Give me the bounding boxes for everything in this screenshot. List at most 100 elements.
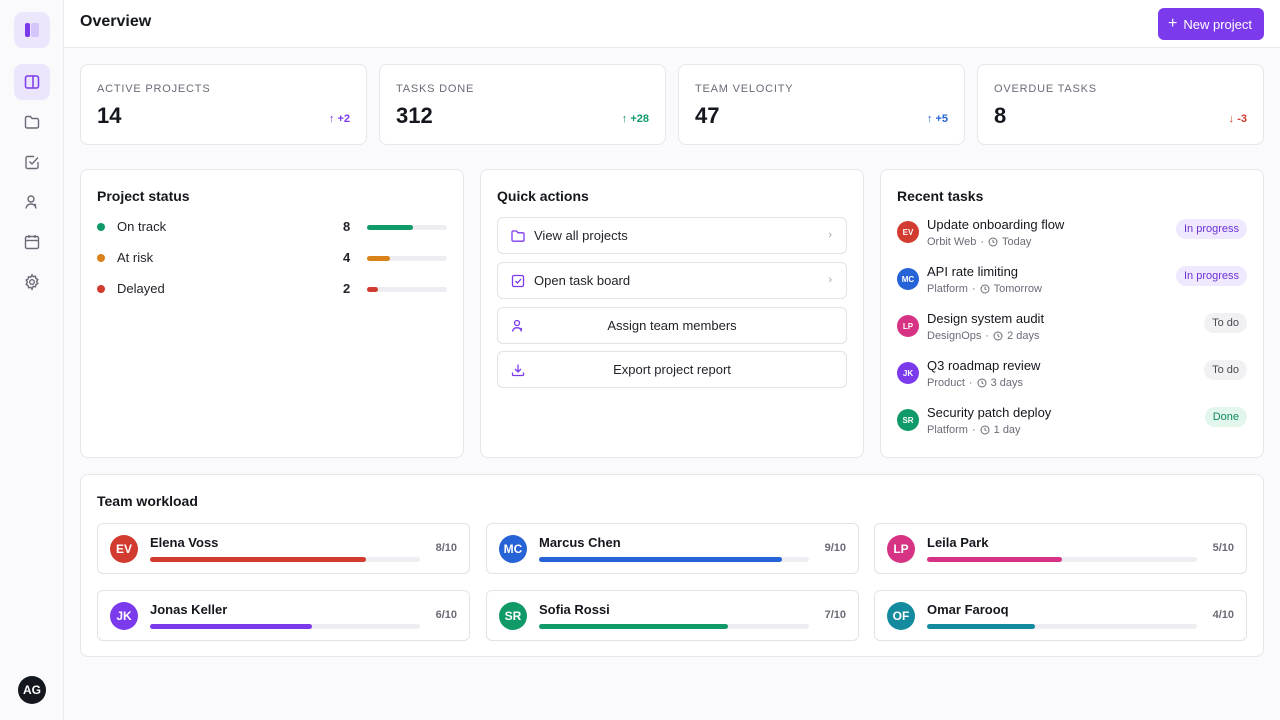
avatar: LP — [897, 315, 919, 337]
avatar: EV — [110, 535, 138, 563]
member-card[interactable]: OF Omar Farooq 4/10 — [874, 590, 1247, 641]
app-logo[interactable] — [14, 12, 50, 48]
status-label: At risk — [117, 250, 154, 265]
status-bar-fill — [367, 225, 414, 230]
status-bar-fill — [367, 287, 379, 292]
meta-separator: · — [968, 377, 973, 389]
sidebar-item-settings[interactable] — [14, 264, 50, 300]
stat-delta-value: +5 — [935, 113, 948, 125]
stat-card-active-projects: ACTIVE PROJECTS 14 ↑ +2 — [80, 64, 367, 145]
quick-actions-card: Quick actions View all projects › Open t… — [480, 169, 864, 458]
export-project-report-button[interactable]: Export project report — [497, 351, 847, 388]
user-avatar[interactable]: AG — [18, 676, 46, 704]
action-label: Open task board — [534, 273, 631, 288]
workload-bar-fill — [150, 624, 312, 629]
workload-bar — [539, 557, 809, 562]
task-item[interactable]: SR Security patch deploy Platform · 1 day Don… — [897, 405, 1247, 445]
sidebar-item-team[interactable] — [14, 184, 50, 220]
member-name: Sofia Rossi — [539, 602, 610, 617]
workload-bar-fill — [927, 557, 1062, 562]
meta-separator: · — [971, 424, 976, 436]
task-title: Security patch deploy — [927, 405, 1052, 420]
sidebar-item-tasks[interactable] — [14, 144, 50, 180]
task-title: Q3 roadmap review — [927, 358, 1041, 373]
stat-card-overdue-tasks: OVERDUE TASKS 8 ↓ -3 — [977, 64, 1264, 145]
gear-icon — [25, 273, 39, 291]
workload-bar — [927, 624, 1197, 629]
stat-label: TEAM VELOCITY — [695, 83, 794, 95]
avatar: MC — [499, 535, 527, 563]
status-label: Delayed — [117, 281, 165, 296]
workload-bar — [150, 557, 420, 562]
arrow-up-icon: ↑ — [328, 113, 335, 125]
task-item[interactable]: MC API rate limiting Platform · Tomorrow In p… — [897, 264, 1247, 304]
arrow-down-icon: ↓ — [1228, 113, 1235, 125]
view-all-projects-button[interactable]: View all projects › — [497, 217, 847, 254]
team-workload-card: Team workload EV Elena Voss 8/10 MC Marcus C… — [80, 474, 1264, 657]
workload-bar — [927, 557, 1197, 562]
clock-icon — [980, 284, 990, 294]
task-meta: Product · 3 days — [927, 377, 1023, 389]
new-project-button[interactable]: + New project — [1158, 8, 1264, 40]
status-dot — [97, 285, 105, 293]
user-icon — [511, 319, 523, 332]
member-card[interactable]: MC Marcus Chen 9/10 — [486, 523, 859, 574]
user-icon — [25, 195, 37, 209]
task-project: Product — [927, 377, 965, 389]
task-project: DesignOps — [927, 330, 982, 342]
stat-label: ACTIVE PROJECTS — [97, 83, 211, 95]
sidebar-item-projects[interactable] — [14, 104, 50, 140]
meta-separator: · — [985, 330, 990, 342]
action-label: Export project report — [613, 362, 731, 377]
workload-bar — [539, 624, 809, 629]
status-badge: To do — [1204, 360, 1247, 380]
stat-value: 312 — [396, 103, 433, 128]
workload-value: 8/10 — [435, 542, 457, 554]
workload-bar-fill — [150, 557, 366, 562]
workload-value: 9/10 — [824, 542, 846, 554]
top-bar: Overview + New project — [64, 0, 1280, 48]
card-title: Project status — [97, 188, 190, 204]
status-badge: In progress — [1175, 219, 1247, 239]
member-card[interactable]: EV Elena Voss 8/10 — [97, 523, 470, 574]
sidebar-item-overview[interactable] — [14, 64, 50, 100]
member-card[interactable]: SR Sofia Rossi 7/10 — [486, 590, 859, 641]
status-dot — [97, 254, 105, 262]
calendar-icon — [24, 235, 40, 250]
member-card[interactable]: LP Leila Park 5/10 — [874, 523, 1247, 574]
action-label: View all projects — [534, 228, 628, 243]
task-project: Platform — [927, 424, 968, 436]
checkbox-icon — [511, 274, 525, 288]
status-bar — [367, 256, 447, 261]
status-badge: Done — [1204, 407, 1247, 427]
workload-bar-fill — [539, 557, 782, 562]
avatar: SR — [499, 602, 527, 630]
stat-delta-value: +2 — [337, 113, 350, 125]
assign-team-members-button[interactable]: Assign team members — [497, 307, 847, 344]
member-card[interactable]: JK Jonas Keller 6/10 — [97, 590, 470, 641]
status-badge: In progress — [1175, 266, 1247, 286]
open-task-board-button[interactable]: Open task board › — [497, 262, 847, 299]
member-name: Marcus Chen — [539, 535, 621, 550]
folder-icon — [24, 115, 40, 129]
member-name: Leila Park — [927, 535, 989, 550]
stat-label: TASKS DONE — [396, 83, 475, 95]
stat-card-tasks-done: TASKS DONE 312 ↑ +28 — [379, 64, 666, 145]
workload-bar-fill — [927, 624, 1035, 629]
sidebar-item-calendar[interactable] — [14, 224, 50, 260]
workload-bar — [150, 624, 420, 629]
status-bar — [367, 287, 447, 292]
workload-value: 4/10 — [1212, 609, 1234, 621]
task-item[interactable]: JK Q3 roadmap review Product · 3 days To do — [897, 358, 1247, 398]
checkbox-icon — [25, 155, 39, 170]
task-item[interactable]: EV Update onboarding flow Orbit Web · Today I… — [897, 217, 1247, 257]
task-item[interactable]: LP Design system audit DesignOps · 2 days To … — [897, 311, 1247, 351]
chevron-right-icon: › — [828, 274, 832, 286]
task-title: Update onboarding flow — [927, 217, 1065, 232]
task-project: Orbit Web — [927, 236, 977, 248]
stat-delta: ↑ +5 — [927, 113, 948, 125]
task-due: 2 days — [1007, 330, 1040, 342]
stat-value: 47 — [695, 103, 720, 128]
status-row-on-track: On track 8 — [97, 217, 447, 237]
task-meta: Platform · 1 day — [927, 424, 1021, 436]
